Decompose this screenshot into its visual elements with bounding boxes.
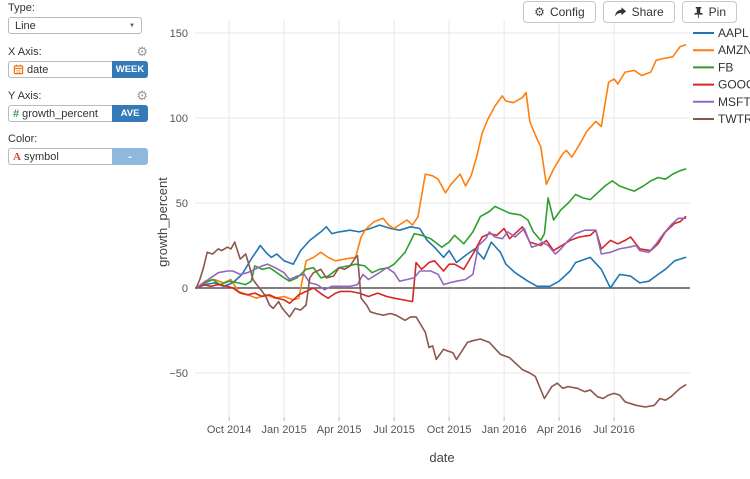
series-line-TWTR: [195, 241, 687, 408]
x-tick-label: Jan 2016: [481, 424, 526, 436]
share-button-label: Share: [631, 5, 664, 19]
legend-label-FB: FB: [718, 60, 733, 74]
color-field-value: symbol: [23, 150, 59, 163]
x-tick-label: Apr 2016: [537, 424, 582, 436]
x-tick-label: Jul 2015: [373, 424, 415, 436]
x-tick-label: Jul 2016: [593, 424, 635, 436]
legend-label-TWTR: TWTR: [718, 112, 750, 126]
y-axis-field[interactable]: # growth_percent: [8, 105, 112, 122]
y-axis-group: # growth_percent AVE: [8, 105, 148, 122]
calendar-icon: [13, 64, 24, 75]
y-axis-label: Y Axis:: [8, 89, 42, 102]
y-tick-label: 50: [176, 198, 188, 210]
share-icon: [614, 7, 626, 17]
x-tick-label: Apr 2015: [317, 424, 362, 436]
toolbar: ⚙ Config Share Pin: [523, 1, 737, 23]
y-tick-label: 150: [170, 28, 188, 40]
pin-button[interactable]: Pin: [681, 1, 737, 23]
x-axis-field-value: date: [27, 63, 49, 76]
series-line-AAPL: [195, 224, 687, 289]
y-tick-label: 100: [170, 113, 188, 125]
color-agg-button[interactable]: -: [112, 148, 148, 165]
legend-label-AMZN: AMZN: [718, 43, 750, 57]
x-axis-group: date WEEK: [8, 61, 148, 78]
config-button[interactable]: ⚙ Config: [523, 1, 596, 23]
chart-settings-sidebar: Type: Line ▼ X Axis: ⚙ date WEEK Y Axis:…: [8, 2, 158, 165]
pin-button-label: Pin: [708, 5, 726, 19]
letter-a-icon: A: [13, 150, 21, 163]
x-axis-gear-icon[interactable]: ⚙: [136, 44, 148, 59]
x-tick-label: Jan 2015: [262, 424, 307, 436]
y-axis-gear-icon[interactable]: ⚙: [136, 88, 148, 103]
series-line-AMZN: [195, 44, 687, 301]
type-label: Type:: [8, 2, 35, 14]
color-label: Color:: [8, 133, 38, 145]
legend-label-AAPL: AAPL: [718, 26, 749, 40]
x-axis-field[interactable]: date: [8, 61, 112, 78]
color-field[interactable]: A symbol: [8, 148, 112, 165]
type-select-value: Line: [15, 19, 36, 32]
y-axis-agg-button[interactable]: AVE: [112, 105, 148, 122]
x-axis-title: date: [429, 450, 454, 465]
x-axis-label: X Axis:: [8, 45, 42, 58]
legend-label-GOOG: GOOG: [718, 78, 750, 92]
series-line-GOOG: [195, 215, 687, 305]
pin-icon: [694, 6, 703, 18]
type-select[interactable]: Line ▼: [8, 17, 142, 34]
gear-icon: ⚙: [534, 5, 545, 19]
y-axis-title: growth_percent: [155, 177, 170, 267]
y-tick-label: −50: [169, 368, 188, 380]
series-line-FB: [195, 168, 687, 289]
y-tick-label: 0: [182, 283, 188, 295]
hash-icon: #: [13, 107, 20, 120]
legend-label-MSFT: MSFT: [718, 95, 750, 109]
caret-down-icon: ▼: [129, 22, 135, 29]
x-axis-agg-button[interactable]: WEEK: [112, 61, 148, 78]
config-button-label: Config: [549, 5, 585, 19]
series-line-MSFT: [195, 217, 687, 291]
y-axis-field-value: growth_percent: [22, 107, 98, 120]
color-group: A symbol -: [8, 148, 148, 165]
x-tick-label: Oct 2014: [207, 424, 252, 436]
x-tick-label: Oct 2015: [427, 424, 472, 436]
share-button[interactable]: Share: [602, 1, 675, 23]
